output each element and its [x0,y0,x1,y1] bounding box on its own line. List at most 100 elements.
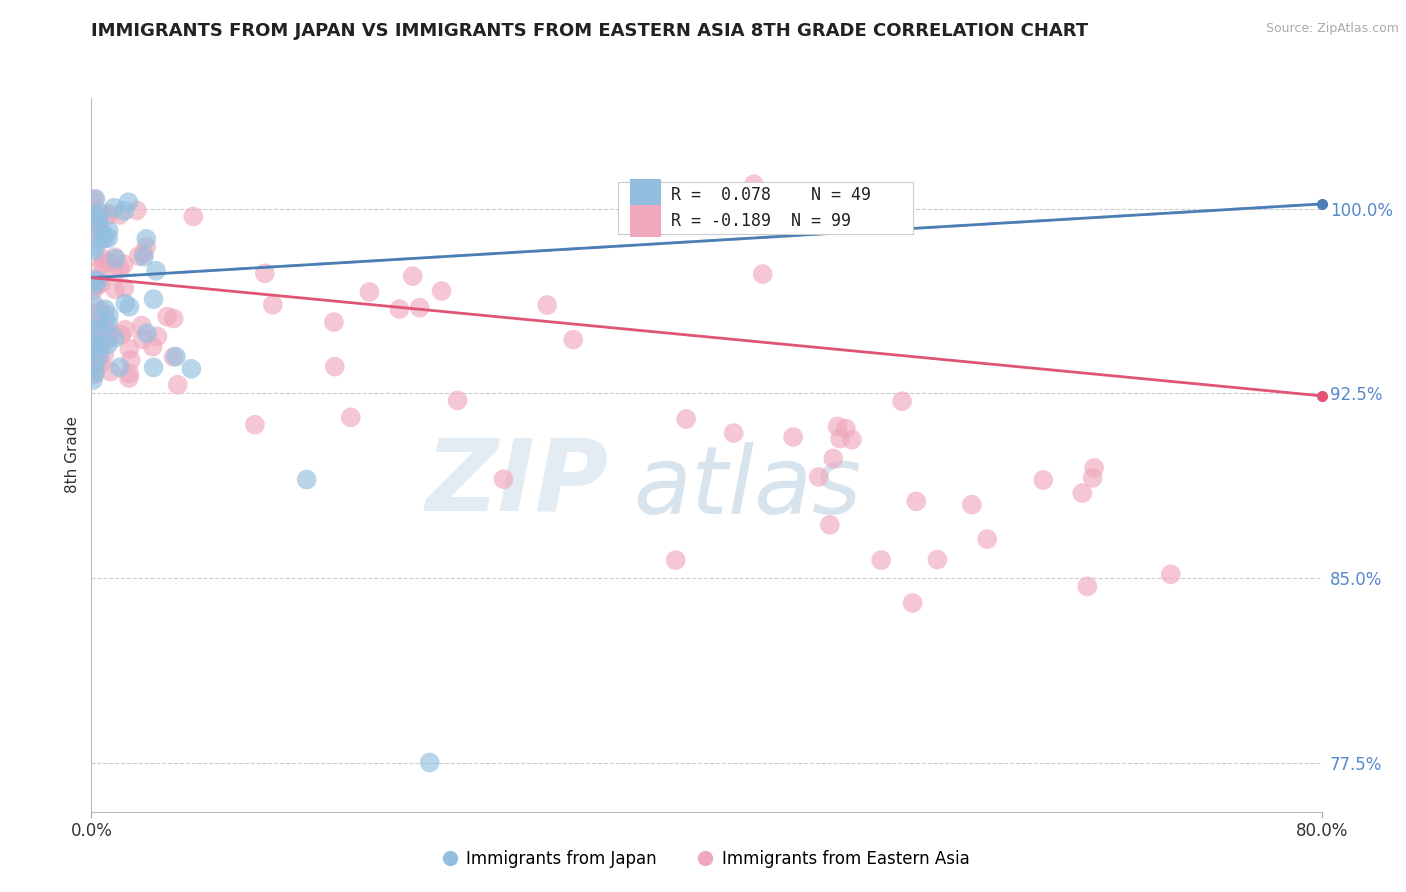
Point [93,252,115,267]
Point [723,426,745,441]
Point [93,231,115,245]
Point [112,257,135,271]
Text: atlas: atlas [633,442,860,533]
Point [82,340,104,354]
Point [83,271,105,285]
Point [132,332,155,346]
Point [89,206,111,220]
Point [901,596,924,610]
Point [131,318,153,333]
Point [183,210,205,224]
Point [86,223,108,237]
Point [83,368,105,382]
Point [93,257,115,271]
Point [90,257,112,271]
Point [83,244,105,258]
Point [142,340,165,354]
Point [104,282,127,296]
Point [97,209,120,223]
Point [823,451,845,466]
Point [108,208,131,222]
Point [835,421,858,435]
Point [323,359,346,374]
Point [166,377,188,392]
Text: ZIP: ZIP [425,435,607,532]
Point [98,255,121,269]
Point [1160,567,1182,582]
Point [135,232,157,246]
Point [103,265,125,279]
Point [388,301,411,316]
Point [108,360,131,375]
Point [82,358,104,372]
Point [262,298,284,312]
Point [82,373,104,387]
Point [960,498,983,512]
Point [827,419,849,434]
Point [97,330,120,344]
Point [536,298,558,312]
Point [562,333,585,347]
Point [112,204,135,219]
Point [97,231,120,245]
Point [492,472,515,486]
Point [132,246,155,260]
Point [419,756,441,770]
Point [163,311,186,326]
Point [87,314,110,328]
Point [145,264,167,278]
Point [86,349,108,363]
Point [742,178,765,192]
Point [84,315,107,329]
Point [339,410,361,425]
Point [82,212,104,227]
Point [87,306,110,320]
Point [118,300,141,314]
Point [117,195,139,210]
Point [83,322,105,336]
FancyBboxPatch shape [630,179,661,211]
Point [927,552,949,566]
Point [108,261,131,276]
Point [323,315,346,329]
Point [125,203,148,218]
Point [142,360,165,375]
Point [136,326,159,341]
Point [146,329,169,343]
Point [83,278,105,293]
Point [818,517,841,532]
Point [1071,486,1094,500]
Point [103,201,125,215]
Point [84,192,107,206]
Point [128,249,150,263]
Point [83,192,105,206]
Point [110,327,132,342]
Point [104,250,127,264]
Point [97,317,120,331]
Point [114,296,136,310]
Point [807,470,830,484]
Point [87,211,110,226]
Point [83,297,105,311]
Point [86,275,108,289]
Point [1083,461,1105,475]
Point [120,353,142,368]
Point [82,209,104,223]
Point [96,206,118,220]
Point [446,393,468,408]
Point [1076,579,1098,593]
Point [891,394,914,409]
Point [665,553,688,567]
Point [132,250,155,264]
Point [90,277,112,291]
Point [94,321,117,335]
Point [89,348,111,362]
Point [430,284,453,298]
Point [295,473,318,487]
Point [841,433,863,447]
Point [870,553,893,567]
Point [82,329,104,343]
Point [90,324,112,338]
Point [82,239,104,253]
Text: Source: ZipAtlas.com: Source: ZipAtlas.com [1265,22,1399,36]
